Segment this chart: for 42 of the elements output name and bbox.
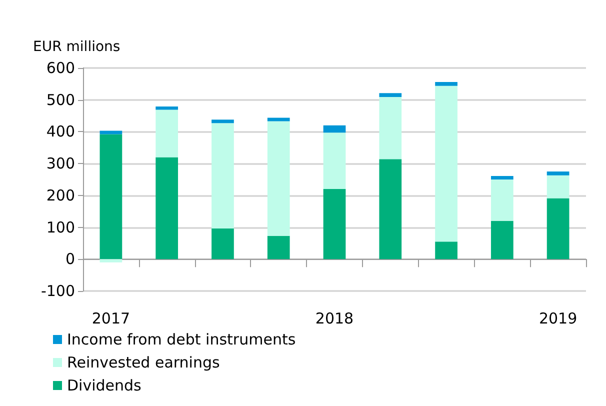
bar <box>379 159 402 260</box>
bar <box>435 86 458 242</box>
y-tick-label: 100 <box>46 218 75 236</box>
bar <box>546 175 570 198</box>
bar <box>323 132 346 190</box>
legend-label: Reinvested earnings <box>67 354 220 372</box>
bar <box>490 180 514 221</box>
legend-label: Dividends <box>67 376 142 394</box>
bar <box>546 198 570 260</box>
bar <box>156 157 178 260</box>
bar <box>156 110 178 158</box>
bar <box>212 123 234 229</box>
y-tick-label: 0 <box>65 250 75 268</box>
legend-label: Income from debt instruments <box>67 330 296 348</box>
bar <box>546 172 570 176</box>
bar <box>100 130 122 134</box>
y-axis-title: EUR millions <box>33 39 120 55</box>
x-tick-label: 2017 <box>92 310 130 328</box>
bar <box>323 125 346 133</box>
bar <box>212 120 234 124</box>
bar <box>156 106 178 110</box>
bar <box>379 96 402 160</box>
bar <box>267 236 290 260</box>
x-tick-label: 2018 <box>315 310 354 328</box>
bar <box>267 118 290 122</box>
bar <box>323 189 346 260</box>
bar <box>267 121 290 236</box>
bar <box>435 242 458 260</box>
bar <box>212 228 234 260</box>
y-tick-label: -100 <box>40 282 75 300</box>
y-tick-label: 400 <box>46 122 75 141</box>
x-tick-label: 2019 <box>538 310 578 328</box>
bar <box>490 220 514 260</box>
bar <box>490 176 514 180</box>
y-tick-label: 200 <box>46 186 75 204</box>
bar <box>100 134 122 260</box>
bar <box>100 259 122 262</box>
y-tick-label: 600 <box>46 59 75 77</box>
bar <box>435 82 458 86</box>
bar <box>379 93 402 97</box>
y-tick-label: 500 <box>46 90 75 109</box>
y-tick-label: 300 <box>46 154 75 173</box>
